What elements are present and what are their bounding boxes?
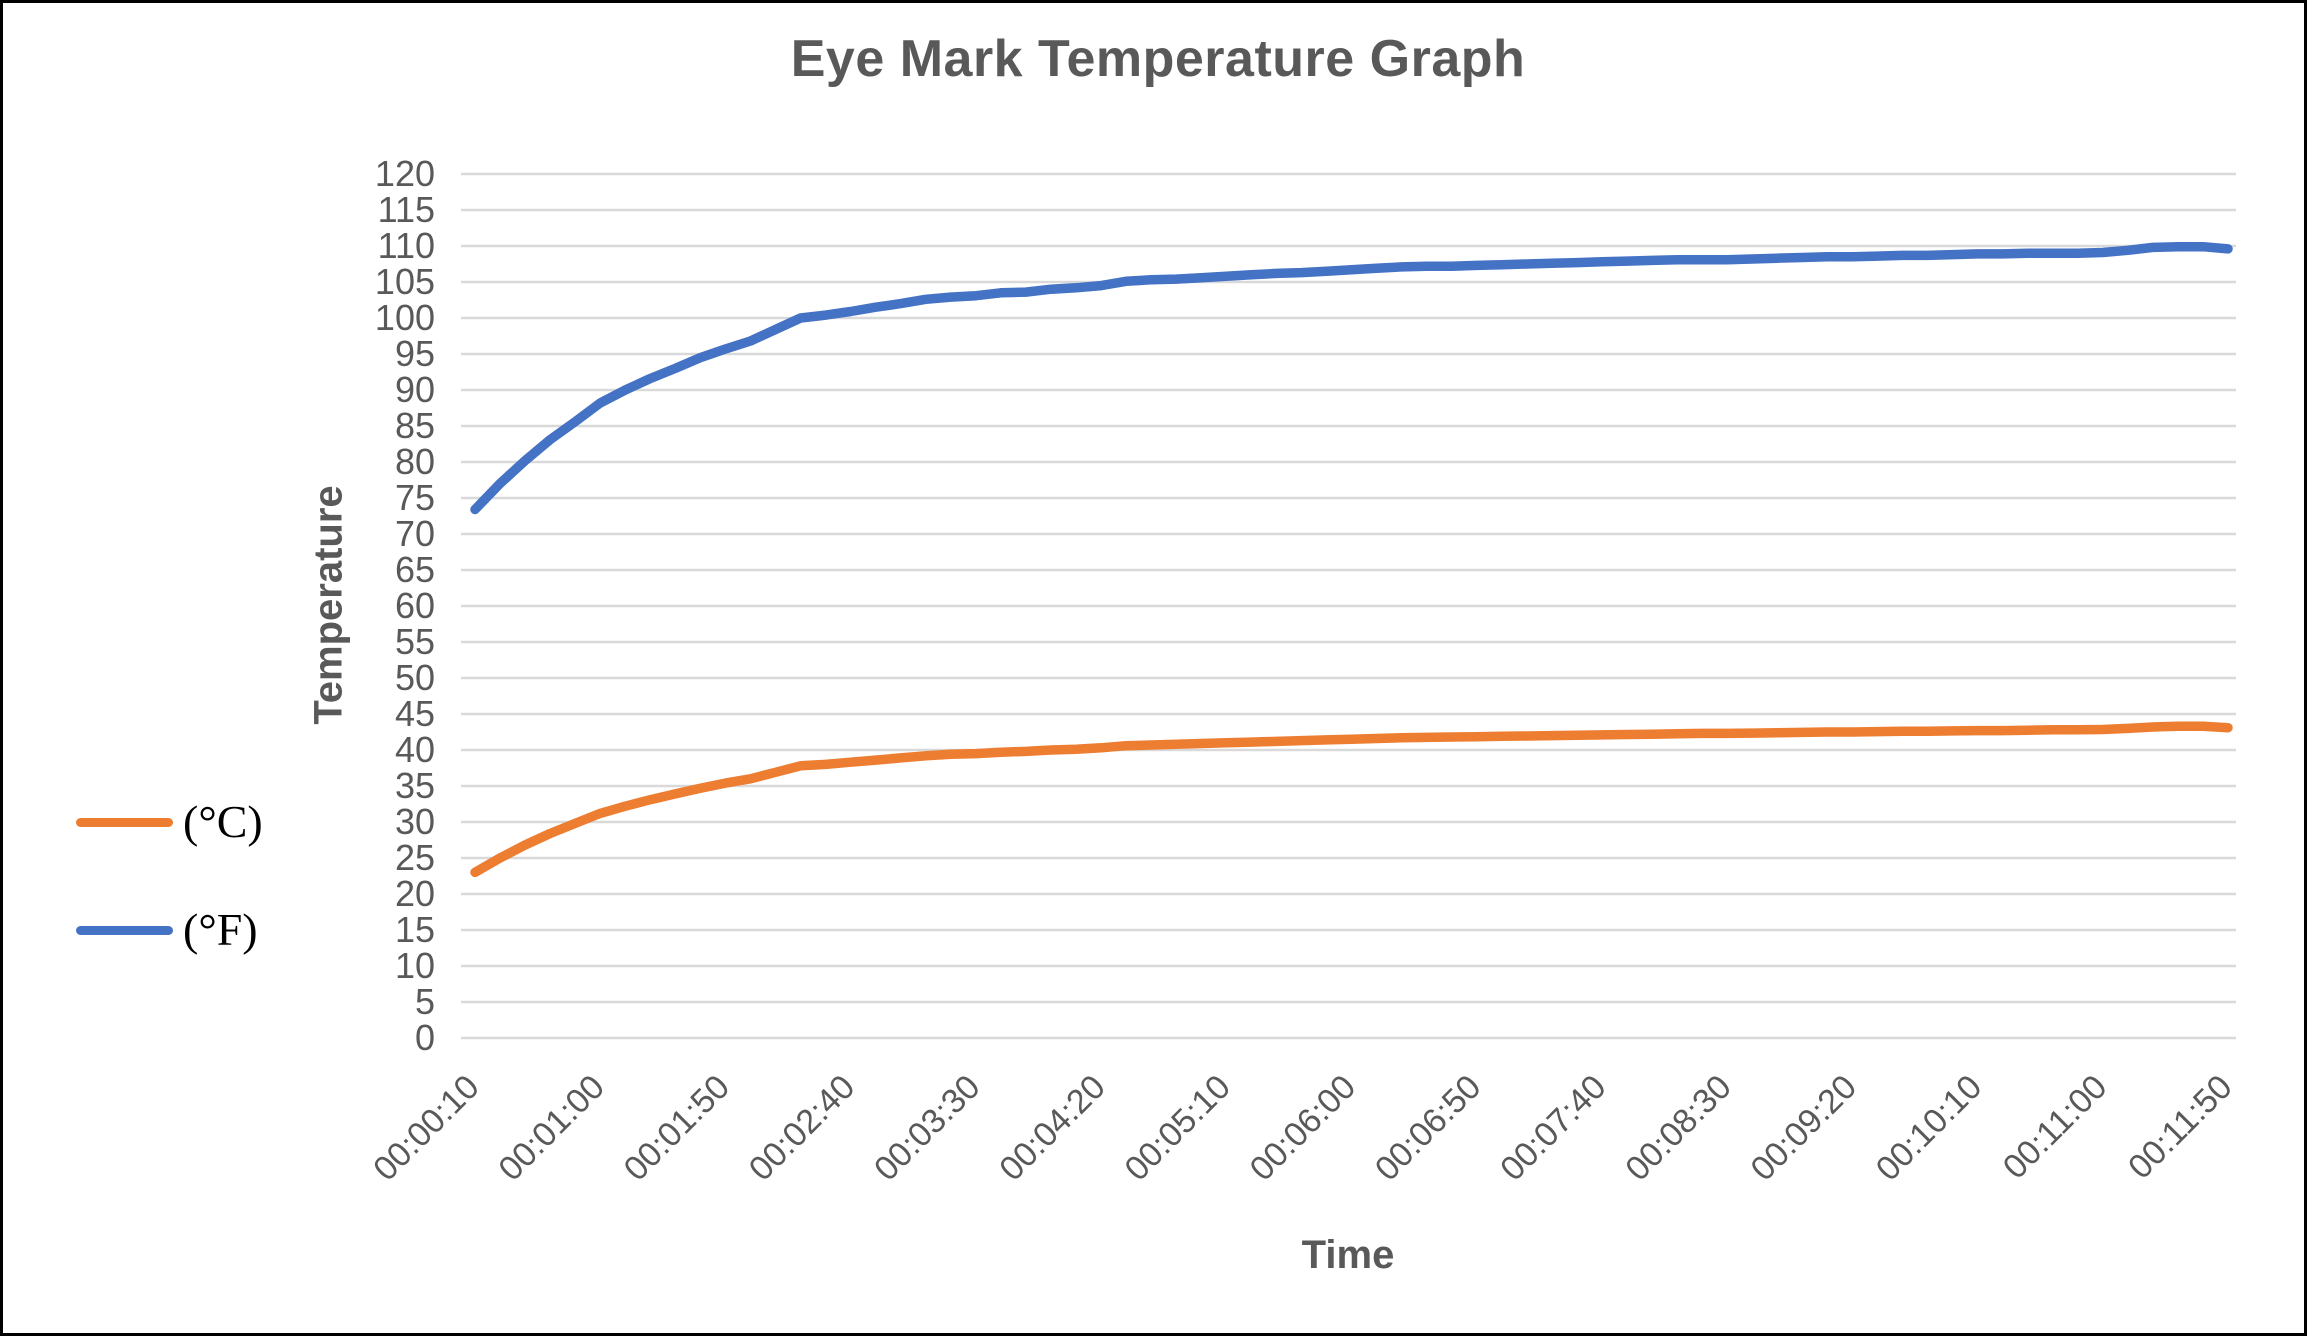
y-tick-label: 55 [395,621,435,662]
x-tick-label: 00:09:20 [1744,1068,1864,1188]
y-tick-label: 95 [395,333,435,374]
y-tick-label: 60 [395,585,435,626]
x-tick-label: 00:02:40 [742,1068,862,1188]
x-axis-title: Time [1301,1233,1395,1277]
y-tick-label: 100 [375,297,435,338]
fahrenheit-line [470,241,2233,515]
y-tick-label: 120 [375,153,435,194]
y-tick-label: 10 [395,945,435,986]
x-tick-label: 00:01:50 [617,1068,737,1188]
y-tick-label: 80 [395,441,435,482]
y-tick-label: 85 [395,405,435,446]
y-axis-title: Temperature [306,485,351,725]
y-tick-label: 5 [415,981,435,1022]
y-tick-label: 110 [378,225,435,266]
plot-area: 0510152025303540455055606570758085909510… [366,153,2240,1188]
legend-label-fahrenheit: (°F) [183,904,258,955]
y-tick-label: 90 [395,369,435,410]
x-tick-label: 00:10:10 [1869,1068,1989,1188]
y-tick-label: 15 [395,909,435,950]
y-tick-label: 20 [395,873,435,914]
x-tick-label: 00:06:50 [1368,1068,1488,1188]
y-tick-label: 75 [395,477,435,518]
x-tick-label: 00:06:00 [1243,1068,1363,1188]
x-tick-label: 00:01:00 [491,1068,611,1188]
legend-item-fahrenheit: (°F) [76,902,263,958]
y-tick-label: 50 [395,657,435,698]
y-tick-label: 65 [395,549,435,590]
legend-item-celsius: (°C) [76,794,263,850]
x-tick-label: 00:08:30 [1618,1068,1738,1188]
legend: (°C) (°F) [76,794,263,958]
x-tick-label: 00:00:10 [366,1068,486,1188]
x-tick-label: 00:04:20 [992,1068,1112,1188]
celsius-line-swatch [76,817,173,827]
y-tick-label: 115 [378,189,435,230]
y-tick-label: 30 [395,801,435,842]
x-tick-label: 00:11:00 [1996,1068,2115,1187]
x-tick-label: 00:11:50 [2121,1068,2240,1187]
x-tick-label: 00:03:30 [867,1068,987,1188]
x-tick-label: 00:07:40 [1493,1068,1613,1188]
y-tick-label: 35 [395,765,435,806]
x-tick-label: 00:05:10 [1117,1068,1237,1188]
y-tick-label: 25 [395,837,435,878]
y-tick-label: 105 [375,261,435,302]
y-tick-label: 45 [395,693,435,734]
legend-label-celsius: (°C) [183,796,263,847]
y-tick-label: 0 [415,1017,435,1058]
celsius-line [470,721,2233,878]
chart-title: Eye Mark Temperature Graph [790,30,1526,88]
y-tick-label: 40 [395,729,435,770]
y-tick-label: 70 [395,513,435,554]
fahrenheit-line-swatch [76,925,173,935]
